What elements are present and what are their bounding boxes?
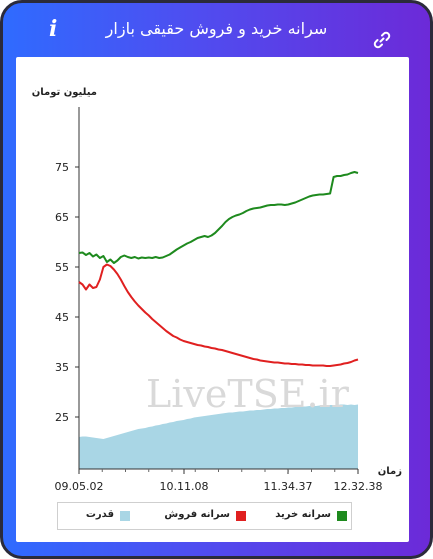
y-tick-label: 25: [55, 411, 69, 424]
info-icon[interactable]: i: [45, 15, 65, 41]
legend-swatch-sell: [236, 511, 246, 521]
lines-layer: [78, 171, 359, 367]
chart-card: LiveTSE.ir 25 35 45 55 65 75 09.05.02 10.11.08 1…: [16, 57, 409, 542]
series-buy-line: [78, 171, 359, 264]
x-tick-label: 11.34.37: [264, 480, 313, 493]
y-tick-label: 55: [55, 261, 69, 274]
legend-swatch-buy: [337, 511, 347, 521]
series-sell-line: [78, 263, 359, 367]
x-tick-label: 09.05.02: [55, 480, 104, 493]
legend-label-sell: سرانه فروش: [164, 509, 230, 520]
y-tick-label: 75: [55, 161, 69, 174]
legend-item-buy[interactable]: سرانه خرید: [263, 509, 347, 523]
y-axis-label: میلیون تومان: [32, 87, 97, 98]
x-tick-label: 12.32.38: [334, 480, 383, 493]
legend-item-sell[interactable]: سرانه فروش: [162, 509, 246, 523]
chart-legend: سرانه خرید سرانه فروش قدرت: [57, 502, 352, 530]
y-tick-label: 45: [55, 311, 69, 324]
series-power-area: [79, 404, 358, 469]
svg-text:i: i: [49, 16, 57, 41]
area-layer: [79, 404, 358, 469]
y-tick-label: 65: [55, 211, 69, 224]
link-icon[interactable]: [373, 31, 391, 49]
legend-label-buy: سرانه خرید: [275, 509, 331, 520]
legend-item-power[interactable]: قدرت: [70, 509, 130, 523]
line-chart: LiveTSE.ir 25 35 45 55 65 75 09.05.02 10.11.08 1…: [32, 87, 402, 493]
x-tick-label: 10.11.08: [160, 480, 209, 493]
widget-title: سرانه خرید و فروش حقیقی بازار: [105, 19, 328, 38]
legend-label-power: قدرت: [85, 509, 114, 520]
x-axis-label: زمان: [378, 466, 402, 477]
axes-layer: 25 35 45 55 65 75 09.05.02 10.11.08 11.34.37 12.3…: [55, 107, 383, 493]
watermark: LiveTSE.ir: [146, 372, 350, 416]
legend-swatch-power: [120, 511, 130, 521]
widget-header: i سرانه خرید و فروش حقیقی بازار: [3, 3, 430, 57]
y-tick-label: 35: [55, 361, 69, 374]
